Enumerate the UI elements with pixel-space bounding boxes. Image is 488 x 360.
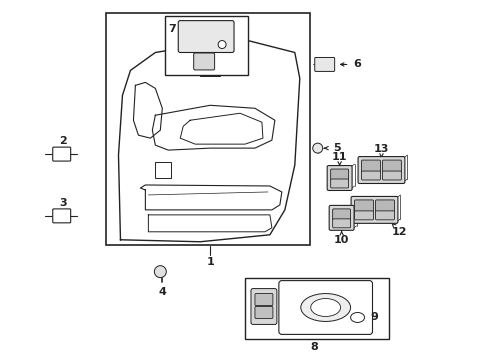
- Text: 12: 12: [391, 227, 407, 237]
- FancyBboxPatch shape: [330, 169, 348, 180]
- Text: 6: 6: [353, 59, 361, 69]
- FancyBboxPatch shape: [53, 147, 71, 161]
- Text: 8: 8: [310, 342, 318, 352]
- Text: 5: 5: [332, 143, 340, 153]
- Text: 7: 7: [168, 24, 176, 33]
- FancyBboxPatch shape: [375, 200, 394, 212]
- Circle shape: [218, 41, 225, 49]
- FancyBboxPatch shape: [178, 21, 234, 53]
- Bar: [155, 162, 171, 178]
- Bar: [105, 13, 309, 245]
- FancyBboxPatch shape: [354, 211, 373, 220]
- Text: 10: 10: [333, 235, 348, 245]
- FancyBboxPatch shape: [314, 58, 334, 71]
- Bar: [200, 58, 220, 76]
- FancyBboxPatch shape: [350, 197, 397, 223]
- FancyBboxPatch shape: [354, 200, 373, 212]
- Bar: [165, 15, 247, 75]
- Circle shape: [154, 266, 166, 278]
- FancyBboxPatch shape: [193, 53, 214, 70]
- FancyBboxPatch shape: [357, 157, 404, 184]
- FancyBboxPatch shape: [254, 306, 272, 319]
- Text: 2: 2: [59, 136, 66, 146]
- Ellipse shape: [350, 312, 364, 323]
- FancyBboxPatch shape: [330, 179, 348, 188]
- FancyBboxPatch shape: [53, 209, 71, 223]
- Text: 1: 1: [206, 257, 214, 267]
- FancyBboxPatch shape: [278, 280, 372, 334]
- Text: 9: 9: [370, 312, 378, 323]
- FancyBboxPatch shape: [361, 160, 380, 172]
- Text: 11: 11: [331, 152, 346, 162]
- FancyBboxPatch shape: [328, 206, 353, 230]
- FancyBboxPatch shape: [332, 209, 350, 220]
- FancyBboxPatch shape: [382, 160, 401, 172]
- FancyBboxPatch shape: [326, 166, 351, 190]
- FancyBboxPatch shape: [254, 293, 272, 306]
- Text: 13: 13: [373, 144, 388, 154]
- Text: 3: 3: [59, 198, 66, 208]
- Ellipse shape: [310, 298, 340, 316]
- FancyBboxPatch shape: [332, 219, 350, 228]
- FancyBboxPatch shape: [361, 171, 380, 180]
- Text: 4: 4: [158, 287, 166, 297]
- FancyBboxPatch shape: [382, 171, 401, 180]
- Circle shape: [312, 143, 322, 153]
- FancyBboxPatch shape: [250, 289, 276, 324]
- FancyBboxPatch shape: [375, 211, 394, 220]
- Bar: [244, 278, 388, 339]
- Ellipse shape: [300, 293, 350, 321]
